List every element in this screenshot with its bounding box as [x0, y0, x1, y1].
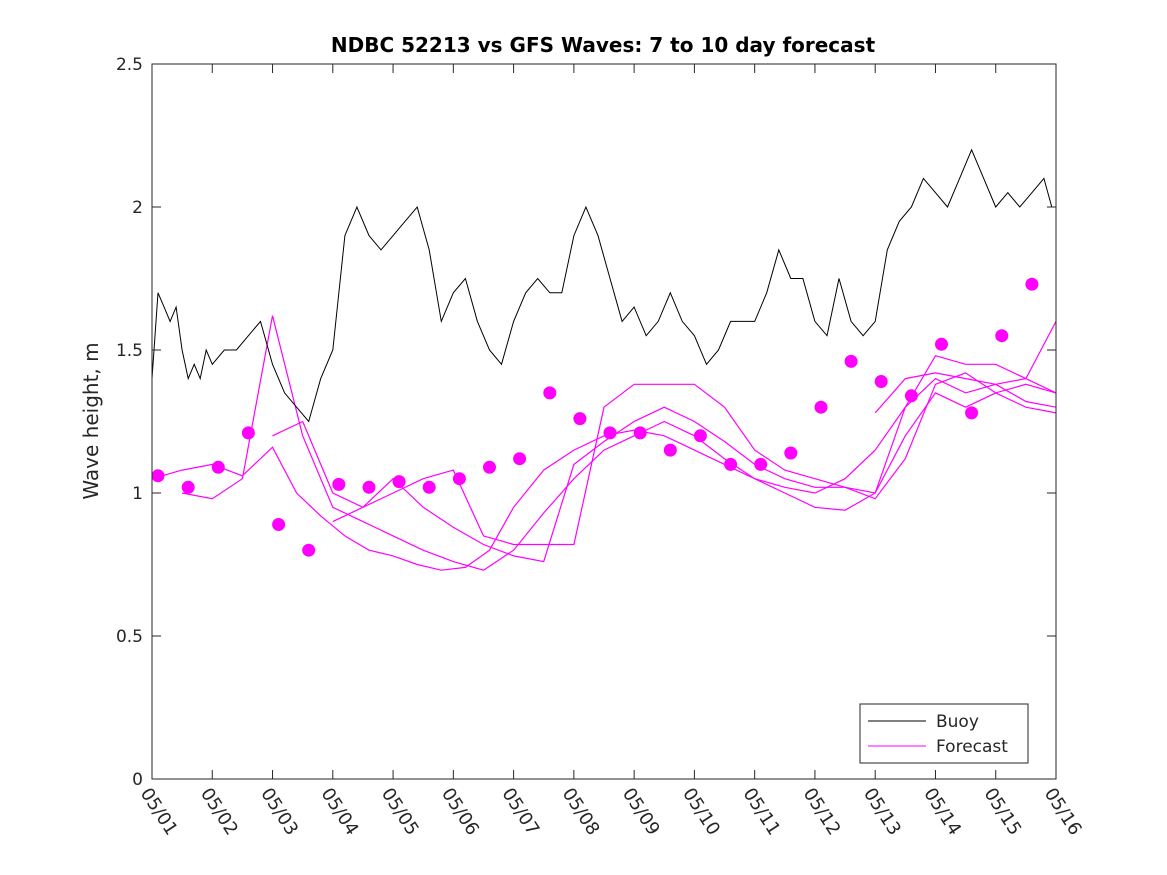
- forecast-line-4: [874, 321, 1057, 414]
- x-tick-label: 05/14: [919, 784, 965, 839]
- forecast-marker: [603, 426, 617, 440]
- x-tick-label: 05/09: [618, 784, 664, 839]
- forecast-marker: [814, 400, 828, 414]
- forecast-line-0: [151, 377, 1057, 571]
- forecast-marker: [754, 457, 768, 471]
- y-tick-label: 2: [132, 198, 143, 218]
- forecast-marker: [904, 389, 918, 403]
- y-tick-label: 1.5: [116, 341, 143, 361]
- plot-area: [151, 148, 1057, 571]
- forecast-marker: [935, 337, 948, 351]
- forecast-marker: [724, 457, 738, 471]
- x-tick-label: 05/10: [678, 784, 724, 839]
- x-tick-label: 05/07: [497, 784, 543, 839]
- y-axis-label: Wave height, m: [79, 342, 103, 499]
- x-tick-label: 05/08: [558, 784, 604, 839]
- forecast-marker: [513, 452, 527, 466]
- forecast-marker: [844, 354, 858, 368]
- y-tick-label: 1: [132, 484, 143, 504]
- forecast-marker: [332, 477, 346, 491]
- buoy-line: [151, 148, 1053, 423]
- forecast-marker: [422, 480, 436, 494]
- forecast-marker: [965, 406, 979, 420]
- legend: Buoy Forecast: [859, 703, 1029, 764]
- x-tick-label: 05/02: [196, 784, 242, 839]
- forecast-marker: [452, 472, 466, 486]
- y-tick-label: 0: [132, 770, 143, 790]
- forecast-marker: [302, 543, 316, 557]
- forecast-marker: [1025, 277, 1039, 291]
- forecast-marker: [483, 460, 496, 474]
- x-tick-label: 05/13: [859, 784, 905, 839]
- x-tick-label: 05/06: [437, 784, 483, 839]
- chart-title: NDBC 52213 vs GFS Waves: 7 to 10 day for…: [331, 33, 876, 57]
- forecast-marker: [543, 386, 557, 400]
- forecast-marker: [362, 480, 376, 494]
- x-tick-label: 05/03: [256, 784, 302, 839]
- forecast-marker: [272, 518, 286, 531]
- x-tick-label: 05/04: [317, 784, 363, 839]
- forecast-marker: [693, 429, 707, 443]
- forecast-marker: [151, 469, 165, 483]
- forecast-line-2: [272, 372, 1057, 563]
- forecast-marker: [874, 375, 888, 388]
- x-tick-label: 05/12: [799, 784, 845, 839]
- axes-box: [151, 63, 1057, 780]
- x-tick-label: 05/15: [980, 784, 1026, 839]
- forecast-marker: [995, 329, 1009, 343]
- x-tick-label: 05/11: [739, 784, 785, 839]
- forecast-marker: [784, 446, 798, 460]
- forecast-marker: [392, 475, 406, 489]
- legend-label-buoy: Buoy: [936, 712, 979, 732]
- forecast-marker: [663, 443, 677, 457]
- legend-box: [859, 703, 1029, 764]
- legend-label-forecast: Forecast: [936, 737, 1008, 757]
- y-tick-label: 2.5: [116, 55, 143, 75]
- y-tick-label: 0.5: [116, 627, 143, 647]
- x-tick-label: 05/05: [377, 784, 423, 839]
- forecast-marker: [633, 426, 647, 440]
- forecast-marker: [181, 480, 195, 494]
- forecast-marker: [241, 426, 255, 440]
- forecast-line-3: [332, 354, 1057, 546]
- forecast-line-1: [181, 315, 1057, 571]
- forecast-marker: [573, 412, 587, 426]
- x-tick-label: 05/16: [1040, 784, 1086, 839]
- forecast-marker: [211, 460, 225, 474]
- x-tick-label: 05/01: [136, 784, 182, 839]
